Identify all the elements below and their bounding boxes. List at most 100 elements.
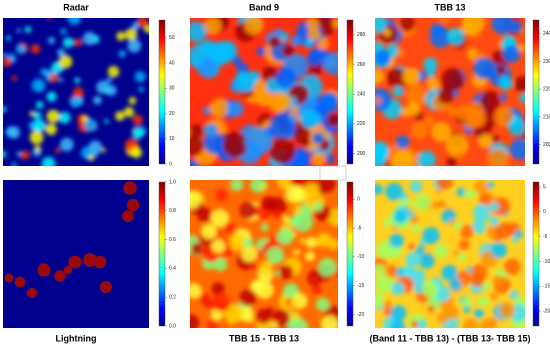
colorbar-tick-label: 30 bbox=[169, 86, 175, 92]
blob bbox=[410, 215, 420, 225]
blob bbox=[67, 18, 81, 26]
blob bbox=[281, 44, 296, 58]
blob bbox=[477, 296, 489, 308]
colorbar bbox=[532, 181, 540, 327]
blob bbox=[11, 162, 18, 166]
blob bbox=[101, 147, 106, 153]
blob bbox=[234, 71, 256, 93]
blob bbox=[396, 48, 406, 58]
blob bbox=[399, 18, 415, 32]
colorbar-tick-label: 200 bbox=[357, 151, 366, 157]
blob bbox=[393, 209, 408, 224]
colorbar-tick-label: 0.2 bbox=[169, 295, 176, 301]
colorbar bbox=[532, 19, 540, 165]
blob bbox=[490, 242, 507, 259]
blob bbox=[411, 224, 421, 233]
blob bbox=[289, 298, 298, 308]
blob bbox=[123, 106, 135, 118]
blob bbox=[300, 109, 320, 129]
blob bbox=[255, 309, 271, 324]
blob bbox=[211, 292, 231, 312]
lightning-cell bbox=[126, 198, 140, 212]
blob bbox=[375, 141, 390, 160]
blob bbox=[499, 302, 515, 319]
blobs bbox=[3, 18, 149, 166]
colorbar-tick-label: 280 bbox=[357, 32, 366, 38]
blobs bbox=[190, 180, 338, 328]
blob bbox=[431, 122, 452, 143]
blob bbox=[215, 189, 228, 202]
blob bbox=[88, 155, 95, 161]
blob bbox=[190, 283, 202, 299]
blob bbox=[278, 265, 294, 280]
blob bbox=[511, 235, 519, 244]
blob bbox=[250, 264, 257, 271]
blob bbox=[461, 297, 473, 308]
blob bbox=[204, 18, 222, 35]
blob bbox=[228, 233, 246, 252]
colorbar-tick-label: 20 bbox=[169, 111, 175, 117]
blob bbox=[276, 228, 294, 246]
blob bbox=[419, 253, 435, 269]
blob bbox=[46, 18, 51, 21]
blob bbox=[471, 219, 487, 234]
blob bbox=[3, 52, 7, 58]
blob bbox=[3, 106, 7, 113]
blob bbox=[392, 86, 404, 98]
blob bbox=[58, 111, 71, 124]
colorbar-tick-label: 1.0 bbox=[169, 179, 176, 185]
blob bbox=[382, 299, 393, 310]
blob bbox=[391, 281, 405, 296]
colorbar-tick-label: 0 bbox=[169, 161, 172, 167]
blob bbox=[391, 150, 414, 166]
connector-box bbox=[319, 165, 347, 181]
blob bbox=[215, 229, 223, 237]
blob bbox=[489, 201, 500, 212]
blob bbox=[472, 203, 491, 222]
blob bbox=[473, 57, 495, 80]
lightning-cell bbox=[26, 287, 38, 299]
blob bbox=[74, 38, 83, 47]
blob bbox=[273, 209, 284, 220]
blob bbox=[490, 135, 500, 144]
blob bbox=[412, 281, 425, 294]
blob bbox=[190, 135, 204, 157]
blob bbox=[210, 209, 230, 228]
blob bbox=[411, 269, 426, 284]
blob bbox=[88, 140, 102, 154]
colorbar-tick-label: 40 bbox=[169, 60, 175, 66]
blob bbox=[447, 106, 458, 117]
blob bbox=[16, 151, 22, 157]
blob bbox=[423, 57, 438, 72]
blob bbox=[375, 264, 386, 276]
blob bbox=[449, 219, 456, 226]
blob bbox=[307, 51, 322, 66]
blob bbox=[277, 180, 291, 190]
blob bbox=[495, 222, 513, 239]
blob bbox=[293, 249, 300, 256]
blob bbox=[514, 229, 523, 238]
blob bbox=[464, 189, 474, 199]
colorbar-tick-label: 240 bbox=[357, 92, 366, 98]
blob bbox=[514, 75, 525, 93]
blob bbox=[268, 35, 281, 48]
blob bbox=[375, 18, 387, 34]
blob bbox=[478, 194, 491, 207]
blob bbox=[518, 43, 525, 53]
blob bbox=[439, 18, 450, 24]
blob bbox=[390, 305, 407, 321]
blob bbox=[193, 56, 203, 65]
blob bbox=[375, 292, 384, 307]
heatmap bbox=[3, 18, 149, 166]
blob bbox=[16, 28, 21, 33]
colorbar-tick-label: 200 bbox=[543, 142, 550, 148]
blob bbox=[282, 215, 290, 223]
blob bbox=[190, 242, 204, 256]
blob bbox=[272, 309, 290, 327]
blob bbox=[390, 320, 406, 328]
blob bbox=[223, 222, 235, 234]
lightning-cell bbox=[68, 255, 82, 269]
blob bbox=[256, 47, 266, 57]
blob bbox=[55, 147, 61, 153]
